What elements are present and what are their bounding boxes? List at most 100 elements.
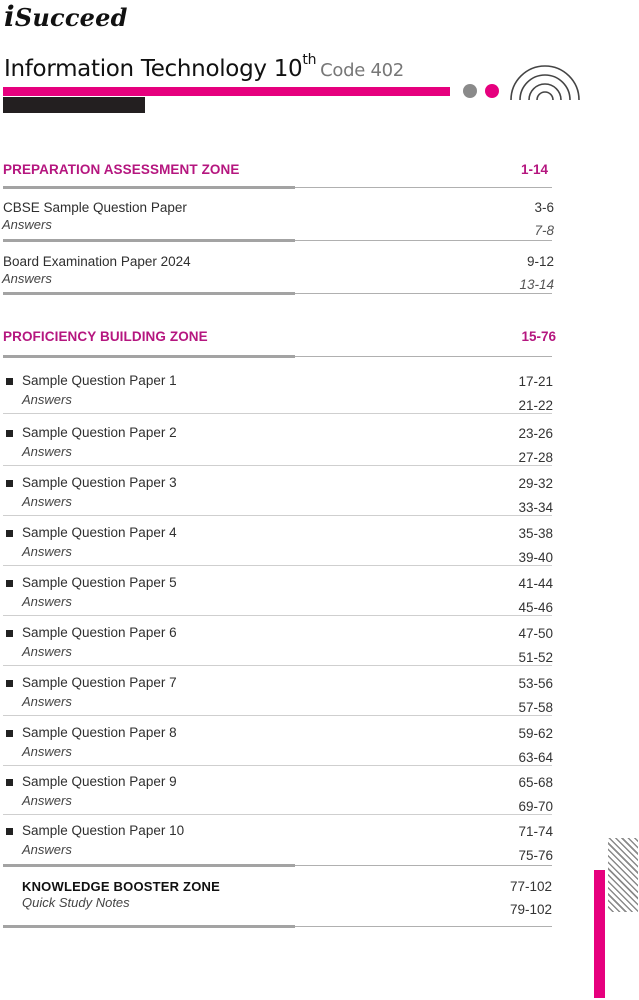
toc-entry-answers[interactable]: Answers xyxy=(22,694,72,709)
magenta-side-bar xyxy=(594,870,605,998)
entry-divider xyxy=(3,465,552,466)
page-range: 79-102 xyxy=(509,902,552,917)
title-text: Information Technology 10 xyxy=(4,56,303,82)
section-divider xyxy=(3,292,295,295)
page-range: 35-38 xyxy=(518,526,553,541)
toc-entry-sample-paper[interactable]: Sample Question Paper 9 xyxy=(22,774,177,789)
square-bullet-icon xyxy=(6,779,13,786)
section-divider xyxy=(3,864,295,867)
square-bullet-icon xyxy=(6,680,13,687)
square-bullet-icon xyxy=(6,580,13,587)
toc-entry-answers[interactable]: Answers xyxy=(22,744,72,759)
toc-entry-board-exam[interactable]: Board Examination Paper 2024 xyxy=(3,254,191,269)
toc-entry-answers[interactable]: Answers xyxy=(22,444,72,459)
concentric-arcs-icon xyxy=(510,65,580,100)
toc-entry-answers[interactable]: Answers xyxy=(2,271,52,286)
toc-entry-answers[interactable]: Answers xyxy=(22,842,72,857)
section-divider xyxy=(3,355,295,358)
toc-entry-sample-paper[interactable]: Sample Question Paper 1 xyxy=(22,373,177,388)
entry-divider xyxy=(3,615,552,616)
hatched-pattern-decoration xyxy=(608,838,638,912)
page-range: 47-50 xyxy=(518,626,553,641)
section-divider-thin xyxy=(295,293,552,294)
square-bullet-icon xyxy=(6,480,13,487)
square-bullet-icon xyxy=(6,730,13,737)
page-range: 69-70 xyxy=(518,799,553,814)
page-range: 13-14 xyxy=(519,277,554,292)
page-range: 59-62 xyxy=(518,726,553,741)
page-range: 77-102 xyxy=(509,879,552,894)
toc-entry-sample-paper[interactable]: Sample Question Paper 7 xyxy=(22,675,177,690)
toc-entry-sample-paper[interactable]: Sample Question Paper 4 xyxy=(22,525,177,540)
page-range: 63-64 xyxy=(518,750,553,765)
entry-divider xyxy=(3,665,552,666)
page-range: 39-40 xyxy=(518,550,553,565)
square-bullet-icon xyxy=(6,630,13,637)
toc-entry-sample-paper[interactable]: Sample Question Paper 10 xyxy=(22,823,185,838)
zone-pages-preparation: 1-14 xyxy=(520,162,548,177)
isucceed-logo: iSucceed xyxy=(4,0,128,33)
zone-header-proficiency: PROFICIENCY BUILDING ZONE xyxy=(3,329,208,344)
toc-entry-answers[interactable]: Answers xyxy=(22,494,72,509)
square-bullet-icon xyxy=(6,828,13,835)
page-title: Information Technology 10th Code 402 xyxy=(4,52,404,82)
toc-entry-answers[interactable]: Answers xyxy=(22,544,72,559)
entry-divider xyxy=(3,565,552,566)
page-range: 33-34 xyxy=(518,500,553,515)
page-range: 75-76 xyxy=(518,848,553,863)
gray-dot-icon xyxy=(463,84,477,98)
subject-code: Code 402 xyxy=(320,60,404,81)
toc-entry-sample-paper[interactable]: Sample Question Paper 3 xyxy=(22,475,177,490)
page-range: 9-12 xyxy=(526,254,554,269)
toc-entry-sample-paper[interactable]: Sample Question Paper 8 xyxy=(22,725,177,740)
page-range: 51-52 xyxy=(518,650,553,665)
page-range: 45-46 xyxy=(518,600,553,615)
magenta-dot-icon xyxy=(485,84,499,98)
square-bullet-icon xyxy=(6,530,13,537)
toc-entry-answers[interactable]: Answers xyxy=(22,644,72,659)
toc-entry-quick-study-notes[interactable]: Quick Study Notes xyxy=(22,895,130,910)
page-range: 21-22 xyxy=(518,398,553,413)
square-bullet-icon xyxy=(6,378,13,385)
page-range: 41-44 xyxy=(518,576,553,591)
section-divider-thin xyxy=(295,865,552,866)
section-divider-thin xyxy=(295,926,552,927)
toc-entry-answers[interactable]: Answers xyxy=(22,392,72,407)
page-range: 3-6 xyxy=(534,200,554,215)
zone-header-knowledge-booster[interactable]: KNOWLEDGE BOOSTER ZONE xyxy=(22,879,220,894)
entry-divider xyxy=(3,814,552,815)
entry-divider xyxy=(3,515,552,516)
page-range: 57-58 xyxy=(518,700,553,715)
page-range: 71-74 xyxy=(518,824,553,839)
page-range: 23-26 xyxy=(518,426,553,441)
entry-divider-thin xyxy=(295,240,552,241)
title-underline-black xyxy=(3,97,145,113)
toc-entry-cbse[interactable]: CBSE Sample Question Paper xyxy=(3,200,187,215)
logo-i: i xyxy=(4,0,15,33)
toc-entry-sample-paper[interactable]: Sample Question Paper 5 xyxy=(22,575,177,590)
entry-divider xyxy=(3,239,295,242)
toc-entry-sample-paper[interactable]: Sample Question Paper 2 xyxy=(22,425,177,440)
toc-entry-answers[interactable]: Answers xyxy=(2,217,52,232)
toc-entry-answers[interactable]: Answers xyxy=(22,594,72,609)
square-bullet-icon xyxy=(6,430,13,437)
logo-text: Succeed xyxy=(14,3,128,32)
zone-header-preparation: PREPARATION ASSESSMENT ZONE xyxy=(3,162,240,177)
entry-divider xyxy=(3,413,552,414)
title-superscript: th xyxy=(302,52,317,68)
entry-divider xyxy=(3,715,552,716)
page-range: 29-32 xyxy=(518,476,553,491)
page-range: 7-8 xyxy=(534,223,554,238)
entry-divider xyxy=(3,765,552,766)
section-divider-thin xyxy=(295,187,552,188)
page-range: 65-68 xyxy=(518,775,553,790)
zone-pages-proficiency: 15-76 xyxy=(521,329,556,344)
section-divider xyxy=(3,186,295,189)
page-range: 27-28 xyxy=(518,450,553,465)
page-range: 17-21 xyxy=(518,374,553,389)
section-divider-thin xyxy=(295,356,552,357)
section-divider xyxy=(3,925,295,928)
toc-entry-answers[interactable]: Answers xyxy=(22,793,72,808)
toc-entry-sample-paper[interactable]: Sample Question Paper 6 xyxy=(22,625,177,640)
title-underline-magenta xyxy=(3,87,450,96)
